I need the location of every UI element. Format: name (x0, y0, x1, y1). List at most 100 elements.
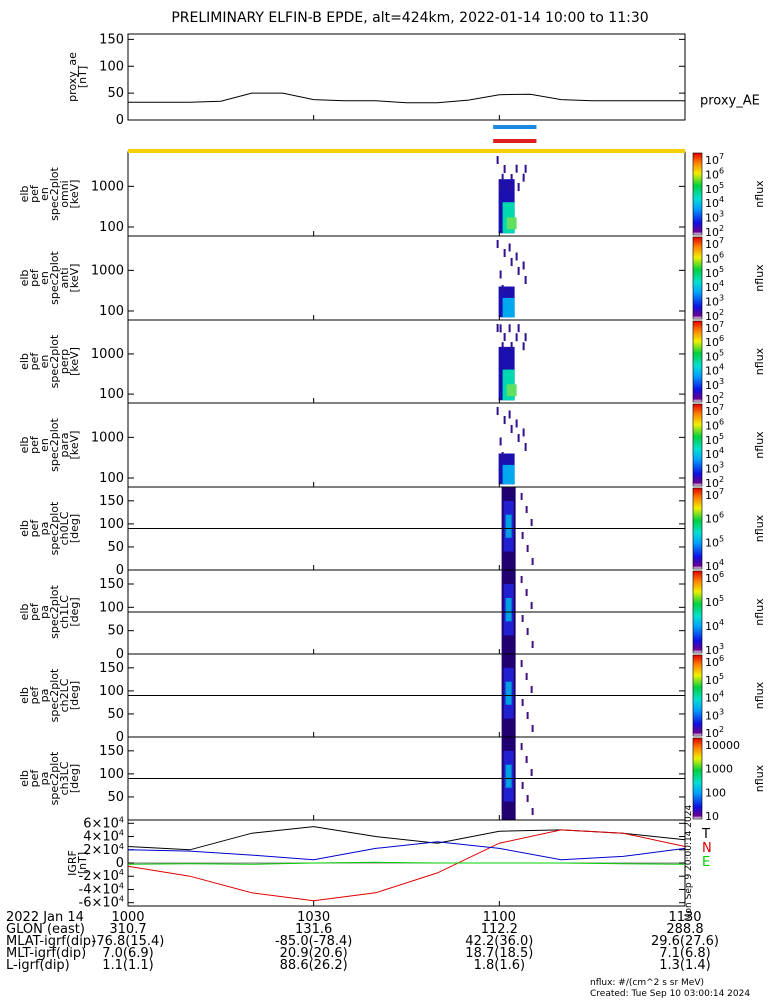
flux-peak (502, 464, 515, 485)
colorbar: 106 105 104 103 nflux (692, 570, 766, 657)
flux-speckle (526, 545, 529, 552)
colorbar-label: nflux (753, 347, 766, 375)
axis-row-value: 1000 (111, 910, 144, 925)
proxy-ae-line (128, 92, 685, 104)
colorbar-tick-label: 102 (705, 725, 724, 740)
colorbar-scale (692, 654, 703, 737)
colorbar-tick-label: 106 (705, 511, 724, 526)
colorbar-label: nflux (753, 264, 766, 292)
colorbar-tick-label: 100 (705, 786, 726, 799)
y-label-line: elb (18, 770, 31, 787)
colorbar-tick-label: 1000 (705, 763, 733, 776)
y-tick-label: 0 (116, 647, 124, 662)
colorbar-tick-label: 102 (705, 475, 724, 490)
flux-speckle (501, 285, 504, 293)
colorbar-label: nflux (753, 180, 766, 208)
flux-speckle (510, 174, 513, 182)
y-label-line: elb (18, 687, 31, 704)
y-label-line: elb (18, 186, 31, 203)
axis-row-value: -85.0(-78.4) (275, 934, 352, 949)
axis-row-label: L-igrf(dip) (6, 958, 70, 973)
y-tick-label: 150 (99, 661, 124, 676)
flux-speckle (521, 532, 524, 539)
panel-en_omni: 1001000elbpefenspec2plotomni[keV]1071061… (18, 151, 766, 239)
y-tick-label: 2×104 (83, 842, 124, 858)
y-ticks: 100 1000 (91, 347, 685, 402)
colorbar-tick-label: 104 (705, 618, 724, 633)
y-label-line: [nT] (76, 66, 89, 88)
y-label-line: pa (38, 522, 51, 536)
flux-speckle (524, 164, 527, 173)
flux-speckle (499, 270, 502, 279)
y-label-line: [keV] (68, 431, 81, 460)
colorbar-tick-label: 107 (705, 236, 724, 251)
y-tick-label: 100 (99, 304, 124, 319)
y-label-line: en (38, 271, 51, 285)
flux-speckle (526, 712, 529, 719)
colorbar-label: nflux (753, 514, 766, 542)
colorbar-tick-label: 102 (705, 308, 724, 323)
flux-speckle (526, 628, 529, 635)
flux-speckle (496, 156, 499, 164)
legend-T: T (701, 827, 710, 842)
panel-frame (127, 151, 686, 237)
panels: 050100150proxy_ae[nT]proxy_AE1001000elbp… (18, 32, 766, 921)
axis-row-value: 1130 (668, 910, 701, 925)
flux-speckle (530, 519, 533, 526)
y-label-line: ch1LC (58, 595, 71, 629)
colorbar-scale (692, 737, 703, 820)
flux-speckle (521, 782, 524, 789)
flux-speckle (515, 164, 518, 173)
figure-title: PRELIMINARY ELFIN-B EPDE, alt=424km, 202… (171, 10, 648, 26)
axis-row-value: 7.1(6.8) (659, 946, 711, 961)
y-label-line: spec2plot (48, 751, 61, 805)
y-tick-label: 100 (99, 220, 124, 235)
colorbar-scale (692, 570, 703, 654)
time-axis: 2022 Jan 14 1000 1030 1100 1130 GLON (east) 31… (6, 910, 719, 973)
y-label-line: [deg] (68, 597, 81, 626)
y-label-line: pa (38, 772, 51, 786)
y-ticks: 100 1000 (91, 430, 685, 486)
axis-row-label: 2022 Jan 14 (6, 910, 84, 925)
flux-speckle (517, 267, 520, 275)
axis-row-value: 112.2 (481, 922, 518, 937)
flux-speckle (496, 407, 499, 415)
y-label-line: ch2LC (58, 678, 71, 712)
y-label-line: spec2plot (48, 167, 61, 221)
flux-speckle (499, 324, 502, 333)
colorbar: 106 105 104 103 102 nflux (692, 654, 766, 740)
axis-row-label: MLT-igrf(dip) (6, 946, 86, 961)
colorbar: 107 106 105 104 nflux (692, 487, 766, 573)
colorbar-tick-label: 104 (705, 690, 724, 705)
footer-units: nflux: #/(cm^2 s sr MeV) (590, 978, 704, 988)
igrf-legend: TNE (701, 827, 712, 870)
panel-proxy_ae: 0 50 100 150 proxy_ae[nT] proxy_AE (66, 32, 760, 128)
flux-speckle (503, 165, 506, 173)
colorbar-tick-label: 104 (705, 363, 724, 378)
spectrogram-en_para (496, 407, 527, 485)
colorbar-label: nflux (753, 681, 766, 709)
flux-speckle (501, 342, 504, 351)
axis-row-value: 1100 (483, 910, 516, 925)
flux-speckle (508, 410, 511, 419)
y-tick-label: 100 (99, 517, 124, 532)
flux-speckle (525, 673, 528, 680)
legend-E: E (702, 855, 710, 870)
flux-speckle (515, 252, 518, 261)
y-tick-label: 50 (107, 540, 124, 555)
colorbar-tick-label: 106 (705, 654, 724, 669)
y-label-line: elb (18, 520, 31, 537)
y-tick-label: 6×104 (83, 815, 124, 831)
flux-peak (505, 598, 512, 622)
flux-speckle (501, 173, 504, 182)
flux-speckle (531, 641, 534, 648)
igrf-series-E (127, 861, 686, 865)
time-bar (128, 149, 685, 153)
colorbar-tick-label: 105 (705, 672, 724, 687)
panel-en_perp: 1001000elbpefenspec2plotperp[keV]1071061… (18, 319, 766, 406)
colorbar-scale (692, 236, 703, 320)
colorbar-tick-label: 10 (705, 810, 719, 823)
